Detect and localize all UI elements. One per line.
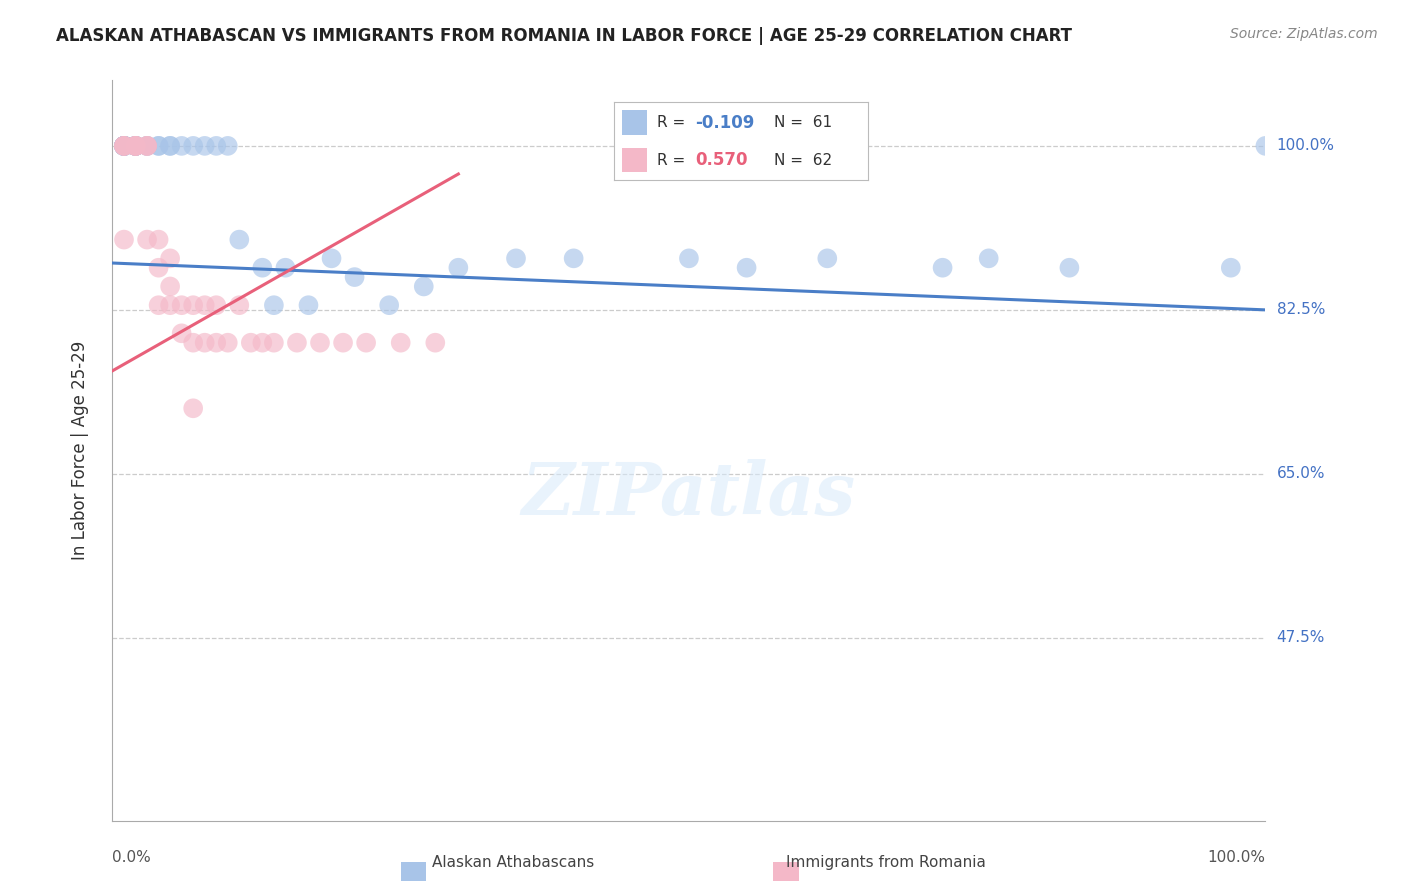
Point [1219,260,1241,275]
Point [112,139,135,153]
Y-axis label: In Labor Force | Age 25-29: In Labor Force | Age 25-29 [70,341,89,560]
Point [148,260,170,275]
Point [505,252,527,266]
Point [354,335,377,350]
Point [112,139,135,153]
Text: 100.0%: 100.0% [1208,850,1265,865]
Text: Alaskan Athabascans: Alaskan Athabascans [432,855,595,870]
Point [112,233,135,247]
Point [159,139,181,153]
Point [112,139,135,153]
Point [124,139,146,153]
Point [297,298,319,312]
Point [205,335,228,350]
Point [112,139,135,153]
Point [112,139,135,153]
Point [263,335,285,350]
Point [931,260,953,275]
Point [124,139,146,153]
Point [1254,139,1277,153]
Point [181,401,204,416]
Point [148,233,170,247]
Text: 100.0%: 100.0% [1277,138,1334,153]
Point [217,335,239,350]
Point [205,139,228,153]
Point [228,233,250,247]
Point [159,139,181,153]
Point [678,252,700,266]
Point [332,335,354,350]
Point [124,139,146,153]
Point [170,326,193,341]
Point [148,298,170,312]
Point [124,139,146,153]
Point [136,139,159,153]
Point [228,298,250,312]
Point [425,335,447,350]
Point [252,335,274,350]
Point [159,298,181,312]
Point [112,139,135,153]
Point [112,139,135,153]
Point [170,298,193,312]
Point [562,252,585,266]
Point [412,279,434,293]
Point [447,260,470,275]
Point [181,139,204,153]
Point [112,139,135,153]
Text: ZIPatlas: ZIPatlas [522,459,856,531]
Text: 82.5%: 82.5% [1277,302,1324,318]
Text: 47.5%: 47.5% [1277,631,1324,646]
Point [194,298,217,312]
Point [159,279,181,293]
Point [124,139,146,153]
Point [321,252,343,266]
Point [170,139,193,153]
Point [112,139,135,153]
Point [136,139,159,153]
Point [112,139,135,153]
Point [205,298,228,312]
Text: Source: ZipAtlas.com: Source: ZipAtlas.com [1230,27,1378,41]
Point [252,260,274,275]
Point [124,139,146,153]
Point [112,139,135,153]
Point [735,260,758,275]
Text: 0.0%: 0.0% [112,850,152,865]
Point [136,139,159,153]
Point [815,252,838,266]
Point [124,139,146,153]
Point [148,139,170,153]
Point [124,139,146,153]
Point [378,298,401,312]
Point [274,260,297,275]
Point [194,139,217,153]
Point [309,335,332,350]
Point [136,139,159,153]
Point [112,139,135,153]
Point [181,298,204,312]
Point [285,335,308,350]
Text: ALASKAN ATHABASCAN VS IMMIGRANTS FROM ROMANIA IN LABOR FORCE | AGE 25-29 CORRELA: ALASKAN ATHABASCAN VS IMMIGRANTS FROM RO… [56,27,1073,45]
Point [1059,260,1081,275]
Point [124,139,146,153]
Point [239,335,262,350]
Point [343,270,366,285]
Point [112,139,135,153]
Point [124,139,146,153]
Point [112,139,135,153]
Text: 65.0%: 65.0% [1277,467,1324,482]
Point [136,233,159,247]
Point [977,252,1000,266]
Point [217,139,239,153]
Point [194,335,217,350]
Point [389,335,412,350]
Point [181,335,204,350]
Point [148,139,170,153]
Text: Immigrants from Romania: Immigrants from Romania [786,855,986,870]
Point [136,139,159,153]
Point [159,252,181,266]
Point [263,298,285,312]
Point [124,139,146,153]
